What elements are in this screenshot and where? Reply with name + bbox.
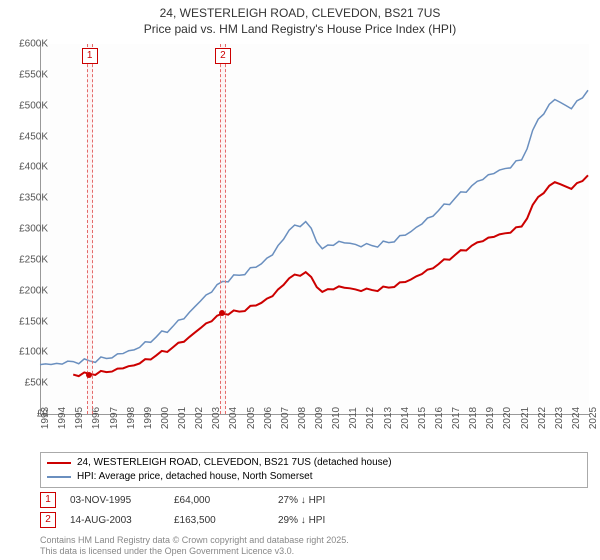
x-tick-label: 2013 bbox=[383, 407, 394, 429]
y-tick-label: £400K bbox=[8, 162, 48, 173]
sale-stripe bbox=[220, 44, 226, 414]
legend-row-property: 24, WESTERLEIGH ROAD, CLEVEDON, BS21 7US… bbox=[47, 456, 581, 470]
chart-title: 24, WESTERLEIGH ROAD, CLEVEDON, BS21 7US… bbox=[0, 0, 600, 37]
x-tick-label: 1994 bbox=[57, 407, 68, 429]
x-tick-label: 2019 bbox=[485, 407, 496, 429]
sale-date: 03-NOV-1995 bbox=[70, 495, 160, 506]
x-tick-label: 2005 bbox=[246, 407, 257, 429]
y-tick-label: £450K bbox=[8, 131, 48, 142]
legend-label-hpi: HPI: Average price, detached house, Nort… bbox=[77, 470, 313, 484]
x-tick-label: 2020 bbox=[502, 407, 513, 429]
x-tick-label: 2009 bbox=[314, 407, 325, 429]
sale-price: £64,000 bbox=[174, 495, 264, 506]
y-tick-label: £350K bbox=[8, 193, 48, 204]
x-tick-label: 2023 bbox=[554, 407, 565, 429]
title-line-2: Price paid vs. HM Land Registry's House … bbox=[0, 22, 600, 38]
series-line bbox=[40, 90, 588, 364]
sale-marker-box: 1 bbox=[82, 48, 98, 64]
x-tick-label: 2010 bbox=[331, 407, 342, 429]
sale-delta: 29% ↓ HPI bbox=[278, 515, 368, 526]
x-tick-label: 2017 bbox=[451, 407, 462, 429]
sale-row: 2 14-AUG-2003 £163,500 29% ↓ HPI bbox=[40, 512, 368, 528]
x-tick-label: 2008 bbox=[297, 407, 308, 429]
x-tick-label: 2015 bbox=[417, 407, 428, 429]
sale-row: 1 03-NOV-1995 £64,000 27% ↓ HPI bbox=[40, 492, 368, 508]
x-tick-label: 2007 bbox=[280, 407, 291, 429]
x-tick-label: 2025 bbox=[588, 407, 599, 429]
y-tick-label: £250K bbox=[8, 254, 48, 265]
sale-row-marker: 2 bbox=[40, 512, 56, 528]
x-tick-label: 1995 bbox=[74, 407, 85, 429]
sale-price: £163,500 bbox=[174, 515, 264, 526]
sale-marker-point bbox=[219, 310, 225, 316]
sale-row-marker: 1 bbox=[40, 492, 56, 508]
x-tick-label: 2021 bbox=[520, 407, 531, 429]
x-tick-label: 2000 bbox=[160, 407, 171, 429]
x-tick-label: 2006 bbox=[263, 407, 274, 429]
attribution: Contains HM Land Registry data © Crown c… bbox=[40, 535, 349, 557]
x-tick-label: 2016 bbox=[434, 407, 445, 429]
legend-row-hpi: HPI: Average price, detached house, Nort… bbox=[47, 470, 581, 484]
chart-container: 24, WESTERLEIGH ROAD, CLEVEDON, BS21 7US… bbox=[0, 0, 600, 560]
footer-line-2: This data is licensed under the Open Gov… bbox=[40, 546, 349, 557]
sales-list: 1 03-NOV-1995 £64,000 27% ↓ HPI 2 14-AUG-2003… bbox=[40, 492, 368, 532]
y-tick-label: £200K bbox=[8, 285, 48, 296]
x-tick-label: 2004 bbox=[228, 407, 239, 429]
y-tick-label: £550K bbox=[8, 69, 48, 80]
legend-label-property: 24, WESTERLEIGH ROAD, CLEVEDON, BS21 7US… bbox=[77, 456, 392, 470]
sale-marker-point bbox=[86, 372, 92, 378]
y-tick-label: £50K bbox=[8, 378, 48, 389]
y-tick-label: £150K bbox=[8, 316, 48, 327]
x-tick-label: 1997 bbox=[109, 407, 120, 429]
x-tick-label: 1996 bbox=[91, 407, 102, 429]
x-tick-label: 2018 bbox=[468, 407, 479, 429]
legend-swatch-property bbox=[47, 462, 71, 464]
title-line-1: 24, WESTERLEIGH ROAD, CLEVEDON, BS21 7US bbox=[0, 6, 600, 22]
y-tick-label: £600K bbox=[8, 39, 48, 50]
sale-delta: 27% ↓ HPI bbox=[278, 495, 368, 506]
x-tick-label: 2014 bbox=[400, 407, 411, 429]
series-line bbox=[73, 175, 588, 376]
x-tick-label: 2011 bbox=[348, 407, 359, 429]
sale-marker-box: 2 bbox=[215, 48, 231, 64]
x-tick-label: 1998 bbox=[126, 407, 137, 429]
sale-date: 14-AUG-2003 bbox=[70, 515, 160, 526]
y-tick-label: £500K bbox=[8, 100, 48, 111]
y-tick-label: £100K bbox=[8, 347, 48, 358]
sale-stripe bbox=[87, 44, 93, 414]
x-tick-label: 2024 bbox=[571, 407, 582, 429]
x-tick-label: 1999 bbox=[143, 407, 154, 429]
footer-line-1: Contains HM Land Registry data © Crown c… bbox=[40, 535, 349, 546]
x-tick-label: 2012 bbox=[365, 407, 376, 429]
x-tick-label: 2001 bbox=[177, 407, 188, 429]
legend: 24, WESTERLEIGH ROAD, CLEVEDON, BS21 7US… bbox=[40, 452, 588, 488]
x-tick-label: 1993 bbox=[40, 407, 51, 429]
legend-swatch-hpi bbox=[47, 476, 71, 478]
y-tick-label: £300K bbox=[8, 224, 48, 235]
x-tick-label: 2002 bbox=[194, 407, 205, 429]
x-tick-label: 2022 bbox=[537, 407, 548, 429]
line-series bbox=[40, 44, 588, 414]
